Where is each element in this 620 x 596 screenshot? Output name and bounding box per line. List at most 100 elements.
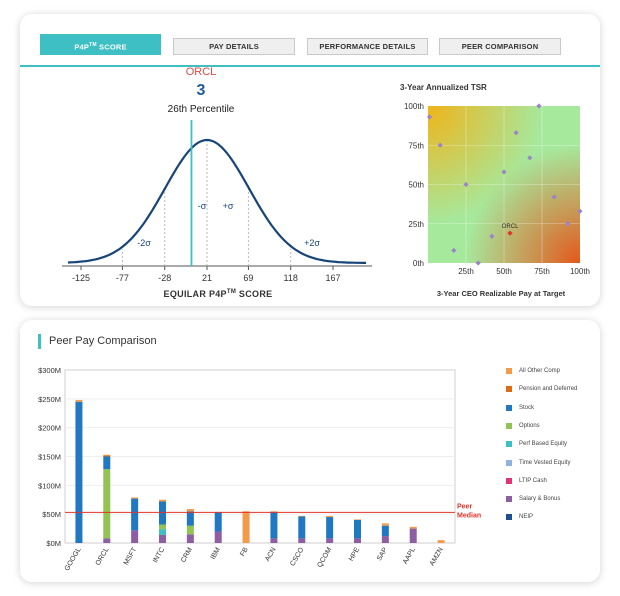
bar-segment xyxy=(159,524,166,530)
bar-segment xyxy=(298,515,306,517)
y-tick-label: 50th xyxy=(408,181,424,190)
trademark-sup: TM xyxy=(89,42,97,48)
y-tick-label: $0M xyxy=(46,539,61,548)
bar-segment xyxy=(214,531,222,543)
bar-segment xyxy=(270,538,278,543)
p4p-distribution-chart: -125 -77 -28 21 69 118 167 -2σ -σ +σ +2σ ORCL 3 26th … xyxy=(62,66,372,299)
sigma-label: +2σ xyxy=(304,238,320,248)
bar-segment xyxy=(409,528,417,543)
bar-segment xyxy=(298,538,306,543)
distribution-curve xyxy=(67,138,366,264)
y-tick-label: $100M xyxy=(38,481,61,490)
x-tick-label: 50th xyxy=(496,267,512,276)
y-tick-label: 0th xyxy=(413,259,424,268)
tab-pay-details[interactable]: PAY DETAILS xyxy=(173,38,295,55)
bar-segment xyxy=(103,456,111,470)
bar-segment xyxy=(270,512,278,539)
legend-swatch xyxy=(506,404,512,411)
x-tick-label: -28 xyxy=(158,273,171,283)
legend-label: Salary & Bonus xyxy=(519,496,561,503)
x-tick-label: QCOM xyxy=(316,546,333,569)
legend-label: Pension and Deferred xyxy=(519,386,578,393)
sigma-label: -2σ xyxy=(137,238,151,248)
x-tick-label: CSCO xyxy=(289,546,305,567)
bar-segment xyxy=(103,538,111,543)
y-tick-label: $250M xyxy=(38,395,61,404)
x-tick-label: 75th xyxy=(534,267,550,276)
percentile-label: 26th Percentile xyxy=(168,104,235,115)
tab-label: PEER COMPARISON xyxy=(461,42,539,51)
y-tick-label: 75th xyxy=(408,141,424,150)
tab-bar: P4PTM SCORE PAY DETAILS PERFORMANCE DETA… xyxy=(20,34,600,67)
legend-label: NEIP xyxy=(519,514,534,521)
tab-label: PERFORMANCE DETAILS xyxy=(319,42,416,51)
bar-segment xyxy=(159,501,166,525)
bar-segment xyxy=(381,536,389,543)
peer-point xyxy=(577,208,583,214)
bar-segment xyxy=(381,525,389,537)
bar-segment xyxy=(381,523,389,526)
bar-segment xyxy=(103,455,111,457)
x-tick-label: CRM xyxy=(180,546,194,563)
legend-swatch xyxy=(506,477,512,484)
y-tick-label: $150M xyxy=(38,453,61,462)
sigma-label: +σ xyxy=(223,201,234,211)
legend-swatch xyxy=(506,459,512,466)
x-tick-label: -77 xyxy=(116,273,129,283)
x-axis-title-text: EQUILAR P4P xyxy=(164,289,227,299)
highlight-point-label: ORCL xyxy=(502,224,519,230)
bar-segment xyxy=(103,454,111,456)
x-tick-label: SAP xyxy=(376,546,389,562)
bar-segment xyxy=(242,511,250,543)
tab-label: PAY DETAILS xyxy=(209,42,259,51)
bar-segment xyxy=(326,515,334,518)
x-tick-label: HPE xyxy=(348,546,361,562)
y-tick-label: $300M xyxy=(38,366,61,375)
peer-median-label: Median xyxy=(457,512,481,519)
legend-label: LTIP Cash xyxy=(519,477,547,484)
legend-swatch xyxy=(506,422,512,429)
peer-point xyxy=(501,169,507,175)
tab-label-suffix: SCORE xyxy=(96,42,127,52)
bar-segment xyxy=(186,508,194,512)
tab-performance-details[interactable]: PERFORMANCE DETAILS xyxy=(307,38,428,55)
x-tick-label: AAPL xyxy=(402,546,417,565)
legend-label: Options xyxy=(519,422,540,429)
legend-label: Perf Based Equity xyxy=(519,441,568,448)
bar-segment xyxy=(214,512,222,532)
x-tick-label: IBM xyxy=(210,546,222,560)
x-axis-title: EQUILAR P4PTM SCORE xyxy=(164,289,273,299)
bar-segment xyxy=(186,525,194,535)
bar-segment xyxy=(326,538,334,543)
bar-segment xyxy=(186,511,194,526)
trademark-sup: TM xyxy=(227,289,236,295)
legend-swatch xyxy=(506,441,512,448)
bar-segment xyxy=(159,529,166,535)
y-tick-label: 100th xyxy=(404,102,424,111)
panel-title: Peer Pay Comparison xyxy=(38,334,157,349)
y-axis-title: 3-Year Annualized TSR xyxy=(400,83,487,92)
x-axis-title-suffix: SCORE xyxy=(236,289,272,299)
x-tick-label: 118 xyxy=(284,273,298,283)
bar-segment xyxy=(75,399,83,402)
bar-segment xyxy=(103,469,111,539)
sigma-label: -σ xyxy=(198,201,207,211)
p4p-panel: P4PTM SCORE PAY DETAILS PERFORMANCE DETA… xyxy=(20,14,600,306)
bar-segment xyxy=(75,401,83,543)
tab-peer-comparison[interactable]: PEER COMPARISON xyxy=(439,38,561,55)
tab-p4p-score[interactable]: P4PTM SCORE xyxy=(40,34,161,55)
y-tick-label: 25th xyxy=(408,220,424,229)
legend-swatch xyxy=(506,368,512,374)
bar-segment xyxy=(270,511,278,513)
peer-pay-panel: Peer Pay Comparison $300M $250M $200M $150M… xyxy=(20,320,600,582)
y-tick-label: $50M xyxy=(42,510,61,519)
company-ticker: ORCL xyxy=(186,66,217,78)
bar-segment xyxy=(354,538,361,543)
legend-label: All Other Comp xyxy=(519,368,561,374)
bar-segment xyxy=(298,516,306,539)
peer-point xyxy=(463,181,469,188)
x-tick-label: MSFT xyxy=(123,546,139,567)
bar-segment xyxy=(159,499,166,502)
bar-segment xyxy=(159,534,166,543)
